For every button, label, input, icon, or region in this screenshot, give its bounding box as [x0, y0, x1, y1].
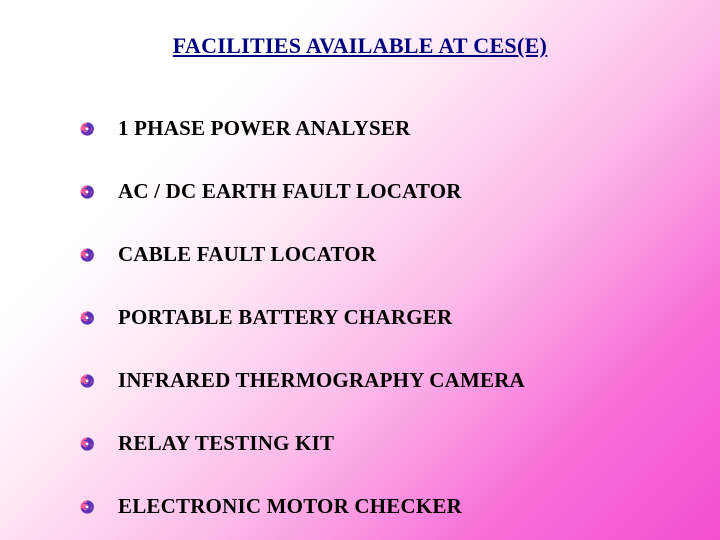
list-item-label: ELECTRONIC MOTOR CHECKER [118, 494, 462, 519]
list-item: PORTABLE BATTERY CHARGER [80, 305, 640, 330]
list-item-label: CABLE FAULT LOCATOR [118, 242, 376, 267]
list-item-label: AC / DC EARTH FAULT LOCATOR [118, 179, 462, 204]
slide-title: FACILITIES AVAILABLE AT CES(E) [173, 33, 547, 59]
spiral-bullet-icon [80, 122, 94, 136]
spiral-bullet-icon [80, 374, 94, 388]
spiral-bullet-icon [80, 248, 94, 262]
spiral-bullet-icon [80, 185, 94, 199]
spiral-bullet-icon [80, 500, 94, 514]
list-item: CABLE FAULT LOCATOR [80, 242, 640, 267]
list-item: 1 PHASE POWER ANALYSER [80, 116, 640, 141]
list-item: AC / DC EARTH FAULT LOCATOR [80, 179, 640, 204]
list-item-label: PORTABLE BATTERY CHARGER [118, 305, 452, 330]
facility-list: 1 PHASE POWER ANALYSER AC / DC EARTH FAU… [80, 116, 640, 540]
spiral-bullet-icon [80, 311, 94, 325]
title-box: FACILITIES AVAILABLE AT CES(E) [130, 28, 590, 64]
spiral-bullet-icon [80, 437, 94, 451]
list-item: RELAY TESTING KIT [80, 431, 640, 456]
list-item-label: INFRARED THERMOGRAPHY CAMERA [118, 368, 525, 393]
list-item-label: 1 PHASE POWER ANALYSER [118, 116, 410, 141]
list-item: INFRARED THERMOGRAPHY CAMERA [80, 368, 640, 393]
slide-container: FACILITIES AVAILABLE AT CES(E) 1 PHASE P… [0, 0, 720, 540]
list-item-label: RELAY TESTING KIT [118, 431, 334, 456]
list-item: ELECTRONIC MOTOR CHECKER [80, 494, 640, 519]
